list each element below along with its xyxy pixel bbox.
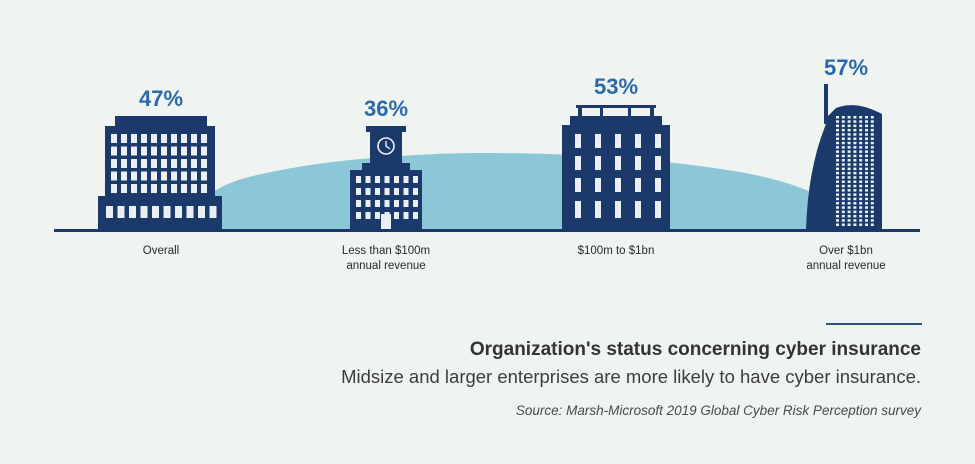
category-label: Over $1bn [819, 245, 873, 257]
building-mid-revenue [562, 105, 670, 229]
category-label: $100m to $1bn [578, 245, 655, 257]
building-large-revenue [806, 84, 882, 229]
building-small-revenue [350, 126, 422, 229]
category-label: Overall [143, 245, 179, 257]
chart-source: Source: Marsh-Microsoft 2019 Global Cybe… [515, 403, 921, 418]
value-label: 57% [824, 55, 868, 80]
caption-rule [826, 323, 922, 325]
building-overall [98, 116, 222, 229]
value-label: 53% [594, 74, 638, 99]
chart-subtitle: Midsize and larger enterprises are more … [341, 366, 921, 387]
value-label: 47% [139, 86, 183, 111]
chart-title: Organization's status concerning cyber i… [469, 339, 921, 360]
category-label: Less than $100m [342, 245, 430, 257]
ground-line [54, 229, 920, 232]
background-hill [205, 152, 825, 232]
category-label: annual revenue [346, 260, 425, 272]
category-label: annual revenue [806, 260, 885, 272]
value-label: 36% [364, 96, 408, 121]
